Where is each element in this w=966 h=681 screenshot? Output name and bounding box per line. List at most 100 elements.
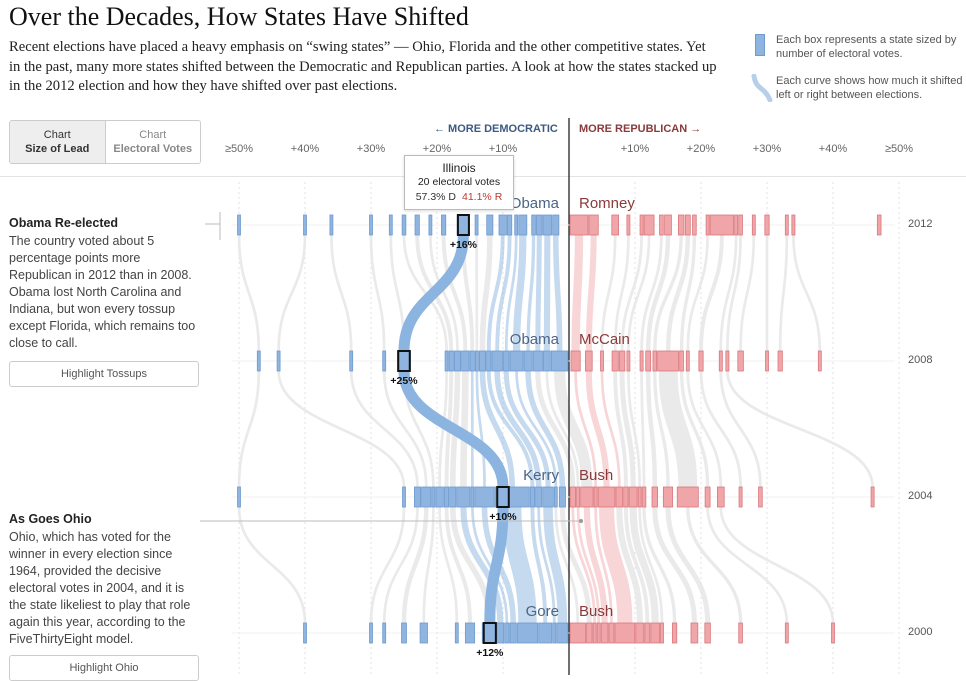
dem-state-box[interactable] [238, 215, 241, 235]
dem-state-box[interactable] [553, 215, 559, 235]
dem-state-box[interactable] [543, 487, 554, 507]
dem-state-box[interactable] [389, 215, 392, 235]
dem-state-box[interactable] [495, 487, 529, 507]
dem-state-box[interactable] [497, 623, 504, 643]
dem-state-box[interactable] [402, 623, 407, 643]
rep-state-box[interactable] [785, 623, 788, 643]
rep-state-box[interactable] [717, 487, 724, 507]
dem-state-box[interactable] [436, 487, 443, 507]
dem-state-box[interactable] [475, 351, 478, 371]
dem-state-box[interactable] [487, 351, 491, 371]
dem-state-box[interactable] [465, 623, 474, 643]
rep-state-box[interactable] [785, 215, 788, 235]
rep-state-box[interactable] [616, 487, 623, 507]
dem-state-box[interactable] [533, 351, 542, 371]
rep-state-box[interactable] [645, 623, 650, 643]
dem-state-box[interactable] [499, 215, 506, 235]
dem-state-box[interactable] [543, 215, 552, 235]
dem-state-box[interactable] [532, 215, 536, 235]
dem-state-box[interactable] [503, 351, 509, 371]
dem-state-box[interactable] [402, 215, 406, 235]
dem-state-box[interactable] [444, 487, 448, 507]
rep-state-box[interactable] [570, 215, 588, 235]
dem-state-box[interactable] [507, 215, 511, 235]
rep-state-box[interactable] [581, 487, 593, 507]
dem-state-box[interactable] [510, 351, 523, 371]
dem-state-box[interactable] [492, 351, 503, 371]
dem-state-box[interactable] [350, 351, 353, 371]
dem-state-box[interactable] [536, 487, 542, 507]
rep-state-box[interactable] [587, 623, 593, 643]
dem-state-box[interactable] [515, 215, 518, 235]
dem-state-box[interactable] [414, 487, 420, 507]
rep-state-box[interactable] [570, 487, 576, 507]
dem-state-box[interactable] [475, 487, 494, 507]
rep-state-box[interactable] [759, 487, 763, 507]
rep-state-box[interactable] [739, 623, 743, 643]
dem-state-box[interactable] [471, 487, 474, 507]
rep-state-box[interactable] [642, 487, 646, 507]
dem-state-box[interactable] [530, 487, 534, 507]
rep-state-box[interactable] [594, 487, 597, 507]
rep-state-box[interactable] [629, 487, 637, 507]
rep-state-box[interactable] [693, 215, 697, 235]
rep-state-box[interactable] [624, 487, 628, 507]
rep-state-box[interactable] [589, 215, 598, 235]
rep-state-box[interactable] [792, 215, 795, 235]
dem-state-box[interactable] [429, 215, 432, 235]
rep-state-box[interactable] [585, 351, 592, 371]
dem-state-box[interactable] [420, 623, 427, 643]
dem-state-box[interactable] [554, 487, 557, 507]
dem-state-box[interactable] [536, 215, 542, 235]
rep-state-box[interactable] [627, 215, 630, 235]
rep-state-box[interactable] [601, 351, 604, 371]
dem-state-box[interactable] [415, 215, 419, 235]
dem-state-box[interactable] [487, 215, 493, 235]
dem-state-box[interactable] [403, 487, 406, 507]
dem-state-box[interactable] [479, 351, 485, 371]
dem-state-box[interactable] [277, 351, 280, 371]
rep-state-box[interactable] [706, 215, 709, 235]
rep-state-box[interactable] [719, 351, 722, 371]
rep-state-box[interactable] [726, 351, 729, 371]
rep-state-box[interactable] [597, 623, 600, 643]
rep-state-box[interactable] [739, 215, 743, 235]
dem-state-box[interactable] [524, 351, 532, 371]
dem-state-box[interactable] [543, 351, 550, 371]
highlight-tossups-button[interactable]: Highlight Tossups [9, 361, 199, 387]
rep-state-box[interactable] [778, 351, 782, 371]
rep-state-box[interactable] [571, 351, 580, 371]
rep-state-box[interactable] [640, 351, 643, 371]
dem-state-box[interactable] [450, 487, 456, 507]
dem-state-box[interactable] [370, 215, 373, 235]
highlight-ohio-button[interactable]: Highlight Ohio [9, 655, 199, 681]
rep-state-box[interactable] [644, 215, 654, 235]
dem-state-box[interactable] [449, 351, 453, 371]
rep-state-box[interactable] [660, 215, 664, 235]
rep-state-box[interactable] [691, 623, 698, 643]
rep-state-box[interactable] [593, 623, 596, 643]
dem-state-box[interactable] [457, 487, 470, 507]
dem-state-box[interactable] [370, 623, 373, 643]
dem-state-box[interactable] [470, 351, 474, 371]
rep-state-box[interactable] [739, 487, 742, 507]
dem-state-box[interactable] [383, 351, 386, 371]
dem-state-box[interactable] [238, 487, 241, 507]
rep-state-box[interactable] [658, 351, 679, 371]
rep-state-box[interactable] [665, 215, 672, 235]
rep-state-box[interactable] [765, 215, 769, 235]
rep-state-box[interactable] [735, 215, 738, 235]
rep-state-box[interactable] [752, 215, 755, 235]
rep-state-box[interactable] [738, 351, 744, 371]
dem-state-box[interactable] [539, 623, 552, 643]
rep-state-box[interactable] [686, 351, 689, 371]
dem-state-box[interactable] [475, 215, 478, 235]
rep-state-box[interactable] [663, 487, 672, 507]
rep-state-box[interactable] [636, 623, 644, 643]
dem-state-box[interactable] [457, 215, 469, 235]
rep-state-box[interactable] [710, 215, 734, 235]
rep-state-box[interactable] [570, 623, 586, 643]
rep-state-box[interactable] [677, 487, 698, 507]
rep-state-box[interactable] [612, 215, 619, 235]
rep-state-box[interactable] [646, 351, 651, 371]
